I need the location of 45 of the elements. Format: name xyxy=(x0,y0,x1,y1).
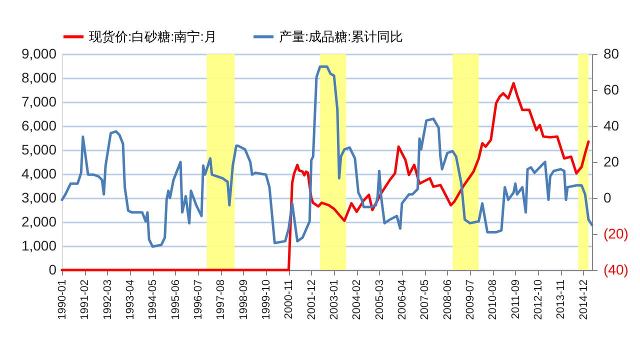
x-tick-label: 1998-09 xyxy=(238,280,250,320)
x-tick-label: 2005-03 xyxy=(374,280,386,320)
x-tick-label: 1990-01 xyxy=(56,280,68,320)
legend-label: 产量:成品糖:累计同比 xyxy=(279,28,404,44)
line-series xyxy=(60,82,590,272)
line-series xyxy=(60,65,594,248)
y-tick-label: 3,000 xyxy=(21,190,57,206)
x-tick-label: 2007-05 xyxy=(419,280,432,320)
y-tick-label: 7,000 xyxy=(21,94,57,110)
y2-tick-label: 20 xyxy=(604,154,620,170)
x-tick-label: 1999-10 xyxy=(260,280,272,320)
y2-tick-label: (20) xyxy=(604,226,628,242)
x-tick-label: 1995-06 xyxy=(170,280,182,320)
y2-tick-label: (40) xyxy=(604,262,628,278)
x-tick-label: 2009-07 xyxy=(464,280,476,320)
y2-tick-label: 0 xyxy=(604,190,612,206)
x-tick-label: 1996-07 xyxy=(192,280,204,320)
y-tick-label: 4,000 xyxy=(21,166,57,182)
y-tick-label: 1,000 xyxy=(21,238,57,254)
y-tick-label: 9,000 xyxy=(21,46,57,62)
x-tick-label: 2001-12 xyxy=(306,280,318,320)
x-tick-label: 1997-08 xyxy=(215,280,228,320)
y-tick-label: 5,000 xyxy=(21,142,57,158)
legend-label: 现货价:白砂糖:南宁:月 xyxy=(89,28,217,44)
y-tick-label: 0 xyxy=(48,262,57,278)
y2-tick-label: 80 xyxy=(604,46,620,62)
y2-tick-label: 60 xyxy=(604,82,620,98)
x-tick-label: 1991-02 xyxy=(79,280,92,320)
x-tick-label: 2012-10 xyxy=(532,280,545,320)
x-tick-label: 1992-03 xyxy=(102,280,114,320)
x-tick-label: 2003-01 xyxy=(328,280,341,320)
y-tick-label: 6,000 xyxy=(21,118,57,134)
x-tick-label: 2014-12 xyxy=(578,280,590,320)
x-tick-label: 2013-11 xyxy=(555,280,568,320)
y-tick-label: 8,000 xyxy=(21,70,57,86)
y2-tick-label: 40 xyxy=(604,118,620,134)
x-tick-label: 2006-04 xyxy=(396,280,408,320)
x-tick-label: 2008-06 xyxy=(442,280,454,320)
x-tick-label: 2000-11 xyxy=(283,280,296,320)
x-tick-label: 2010-08 xyxy=(487,280,500,320)
y-tick-label: 2,000 xyxy=(21,214,57,230)
x-tick-label: 1993-04 xyxy=(124,280,136,320)
x-tick-label: 2011-09 xyxy=(510,280,522,320)
x-tick-label: 2004-02 xyxy=(351,280,364,320)
x-tick-label: 1994-05 xyxy=(147,280,160,320)
